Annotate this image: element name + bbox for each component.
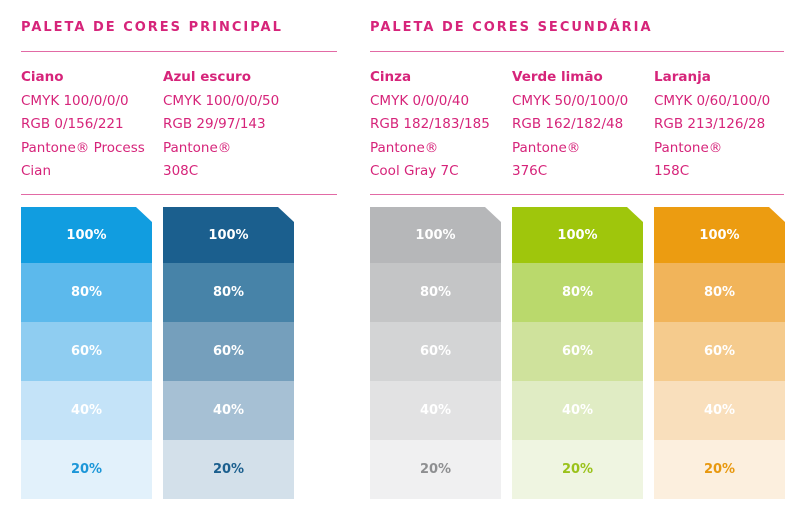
- color-rgb: RGB 213/126/28: [654, 116, 766, 133]
- tint-80: 80%: [654, 263, 785, 322]
- tint-40: 40%: [370, 381, 501, 440]
- color-pantone-code: 158C: [654, 163, 690, 180]
- tint-20: 20%: [163, 440, 294, 499]
- color-name: Cinza: [370, 69, 412, 85]
- tint-60: 60%: [21, 322, 152, 381]
- color-info-laranja: Laranja CMYK 0/60/100/0 RGB 213/126/28 P…: [654, 66, 794, 184]
- tint-100: 100%: [163, 207, 294, 263]
- color-rgb: RGB 29/97/143: [163, 116, 266, 133]
- tint-20: 20%: [21, 440, 152, 499]
- tint-20: 20%: [512, 440, 643, 499]
- info-rule-primary: [21, 194, 337, 195]
- color-pantone-code: Cool Gray 7C: [370, 163, 459, 180]
- color-pantone: Pantone®: [512, 139, 581, 156]
- color-name: Verde limão: [512, 69, 603, 85]
- tint-60: 60%: [163, 322, 294, 381]
- tint-40: 40%: [163, 381, 294, 440]
- color-pantone: Pantone®: [654, 139, 723, 156]
- color-pantone-code: 376C: [512, 163, 548, 180]
- tint-100: 100%: [654, 207, 785, 263]
- color-name: Ciano: [21, 69, 64, 85]
- tint-20: 20%: [654, 440, 785, 499]
- color-cmyk: CMYK 0/0/0/40: [370, 92, 470, 109]
- primary-palette-title: PALETA DE CORES PRINCIPAL: [21, 20, 283, 35]
- tint-60: 60%: [512, 322, 643, 381]
- color-info-azul-escuro: Azul escuro CMYK 100/0/0/50 RGB 29/97/14…: [163, 66, 303, 184]
- tint-100: 100%: [512, 207, 643, 263]
- color-pantone-code: 308C: [163, 163, 199, 180]
- color-rgb: RGB 0/156/221: [21, 116, 124, 133]
- color-info-cinza: Cinza CMYK 0/0/0/40 RGB 182/183/185 Pant…: [370, 66, 510, 184]
- swatch-azul-escuro: 100% 80% 60% 40% 20%: [163, 207, 294, 499]
- secondary-palette-title: PALETA DE CORES SECUNDÁRIA: [370, 20, 653, 35]
- color-rgb: RGB 182/183/185: [370, 116, 490, 133]
- color-pantone: Pantone®: [163, 139, 232, 156]
- tint-60: 60%: [654, 322, 785, 381]
- swatch-cinza: 100% 80% 60% 40% 20%: [370, 207, 501, 499]
- color-pantone-code: Cian: [21, 163, 52, 180]
- tint-40: 40%: [512, 381, 643, 440]
- header-rule-primary: [21, 51, 337, 52]
- tint-40: 40%: [21, 381, 152, 440]
- color-name: Laranja: [654, 69, 711, 85]
- color-cmyk: CMYK 100/0/0/50: [163, 92, 280, 109]
- tint-80: 80%: [512, 263, 643, 322]
- color-pantone: Pantone®: [370, 139, 439, 156]
- header-rule-secondary: [370, 51, 784, 52]
- tint-80: 80%: [370, 263, 501, 322]
- color-name: Azul escuro: [163, 69, 251, 85]
- tint-80: 80%: [163, 263, 294, 322]
- swatch-laranja: 100% 80% 60% 40% 20%: [654, 207, 785, 499]
- color-cmyk: CMYK 100/0/0/0: [21, 92, 129, 109]
- tint-100: 100%: [370, 207, 501, 263]
- tint-40: 40%: [654, 381, 785, 440]
- tint-60: 60%: [370, 322, 501, 381]
- color-info-ciano: Ciano CMYK 100/0/0/0 RGB 0/156/221 Panto…: [21, 66, 161, 184]
- color-rgb: RGB 162/182/48: [512, 116, 624, 133]
- color-cmyk: CMYK 0/60/100/0: [654, 92, 771, 109]
- color-info-verde-limao: Verde limão CMYK 50/0/100/0 RGB 162/182/…: [512, 66, 652, 184]
- tint-100: 100%: [21, 207, 152, 263]
- color-pantone: Pantone® Process: [21, 139, 145, 156]
- tint-80: 80%: [21, 263, 152, 322]
- tint-20: 20%: [370, 440, 501, 499]
- info-rule-secondary: [370, 194, 784, 195]
- swatch-ciano: 100% 80% 60% 40% 20%: [21, 207, 152, 499]
- color-cmyk: CMYK 50/0/100/0: [512, 92, 629, 109]
- swatch-verde-limao: 100% 80% 60% 40% 20%: [512, 207, 643, 499]
